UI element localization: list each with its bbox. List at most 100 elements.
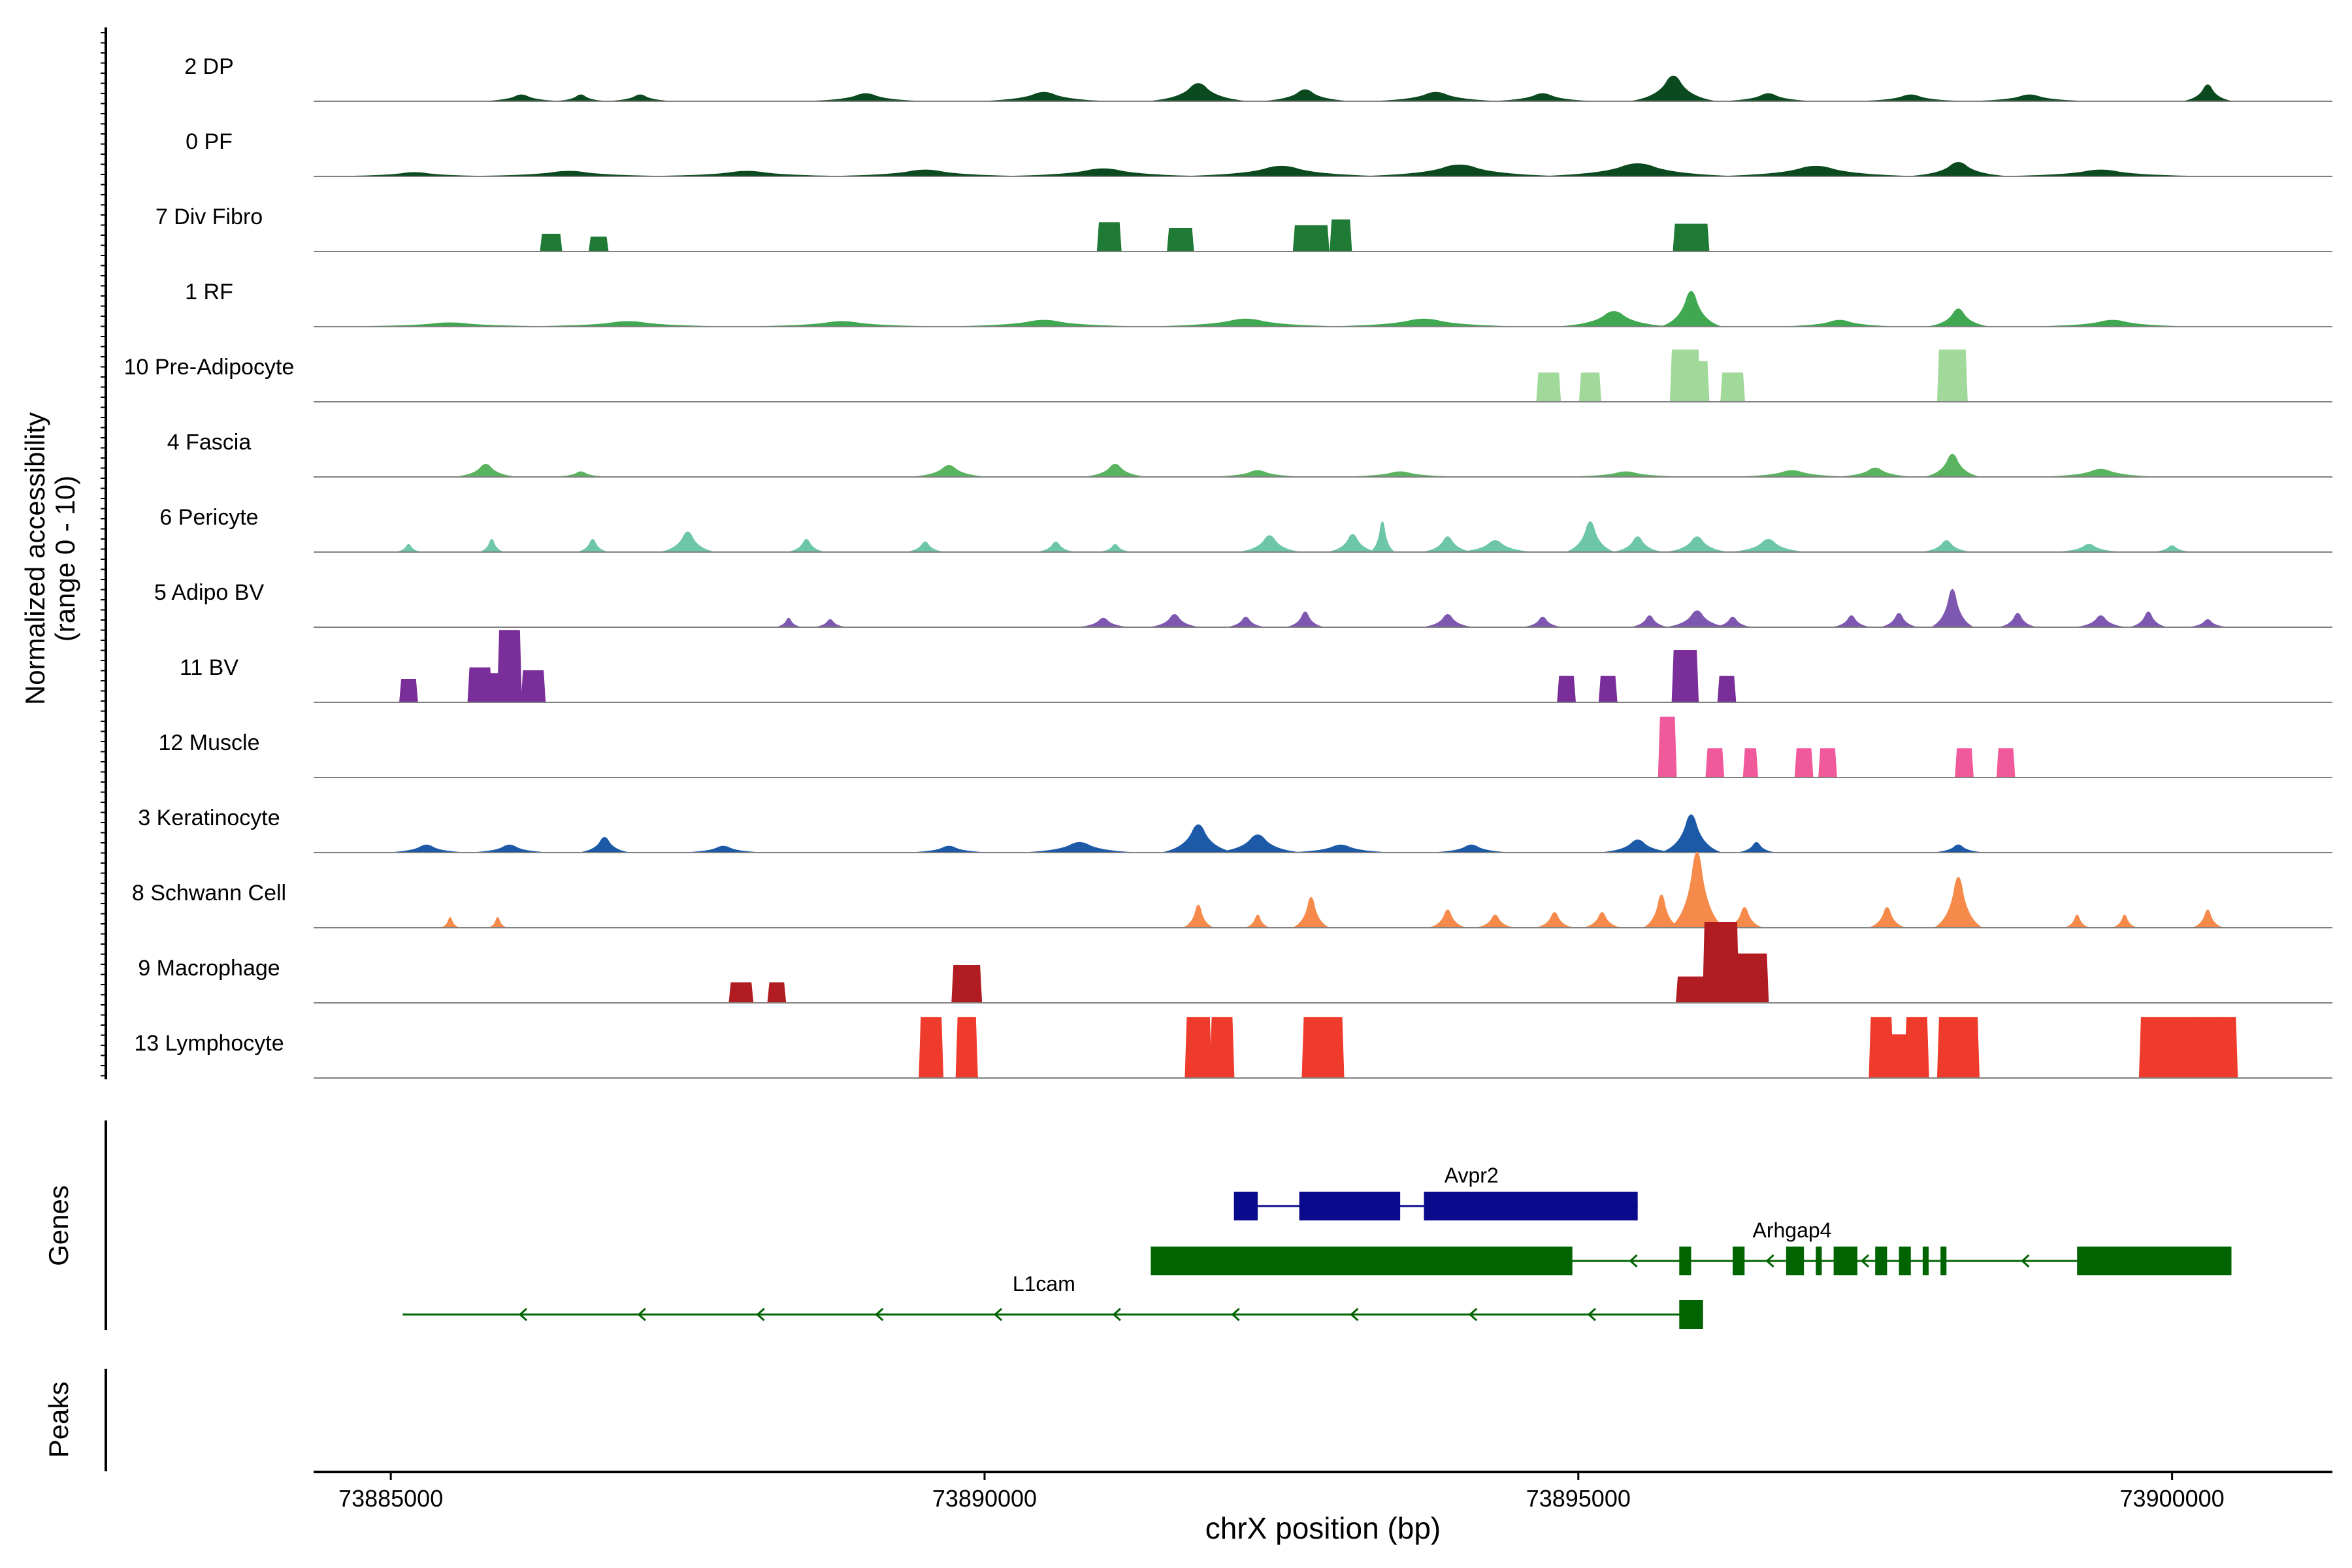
accessibility-peak bbox=[1925, 453, 1980, 478]
track-11-bv: 11 BV bbox=[180, 630, 2332, 703]
accessibility-peak bbox=[1669, 852, 1725, 928]
accessibility-peak bbox=[1742, 748, 1759, 778]
accessibility-peak bbox=[1863, 94, 1959, 102]
accessibility-peak bbox=[1933, 877, 1984, 928]
accessibility-peak bbox=[497, 630, 522, 703]
x-tick-label: 73895000 bbox=[1526, 1485, 1631, 1512]
accessibility-peak bbox=[474, 844, 546, 853]
track-7-div-fibro: 7 Div Fibro bbox=[155, 204, 2332, 252]
accessibility-peak bbox=[580, 837, 629, 853]
strand-arrow bbox=[756, 1307, 765, 1322]
accessibility-peak bbox=[812, 93, 920, 102]
accessibility-peak bbox=[1839, 467, 1911, 478]
accessibility-peak bbox=[1228, 616, 1264, 628]
accessibility-peak bbox=[2065, 915, 2089, 928]
strand-arrow bbox=[1350, 1307, 1359, 1322]
accessibility-peak bbox=[1216, 470, 1299, 478]
accessibility-peak bbox=[610, 94, 670, 102]
accessibility-peak bbox=[540, 233, 563, 252]
accessibility-peak bbox=[1100, 544, 1130, 553]
track-label: 0 PF bbox=[186, 129, 233, 154]
accessibility-peak bbox=[1364, 164, 1555, 177]
accessibility-peak bbox=[391, 844, 463, 853]
accessibility-peak bbox=[1614, 536, 1662, 553]
accessibility-peak bbox=[1584, 912, 1620, 928]
gene-exon bbox=[1875, 1247, 1887, 1275]
accessibility-peak bbox=[1477, 915, 1513, 928]
track-0-pf: 0 PF bbox=[186, 129, 2332, 177]
accessibility-peak bbox=[2047, 468, 2155, 478]
strand-arrow bbox=[1860, 1254, 1870, 1268]
accessibility-peak bbox=[984, 91, 1103, 102]
accessibility-peak bbox=[1673, 223, 1710, 252]
strand-arrow bbox=[1231, 1307, 1240, 1322]
gene-exon bbox=[1679, 1247, 1691, 1275]
accessibility-peak bbox=[557, 94, 605, 102]
gene-exon bbox=[2077, 1247, 2232, 1275]
accessibility-peak bbox=[1537, 912, 1573, 928]
accessibility-peak bbox=[1904, 1017, 1929, 1079]
accessibility-peak bbox=[1881, 613, 1917, 628]
track-label: 13 Lymphocyte bbox=[134, 1031, 284, 1056]
accessibility-peak bbox=[1524, 616, 1561, 628]
genes-label: Genes bbox=[43, 1185, 74, 1266]
accessibility-peak bbox=[1037, 541, 1074, 553]
x-axis: 73885000 73890000 73895000 73900000 chrX po… bbox=[314, 1471, 2332, 1545]
accessibility-peak bbox=[1183, 904, 1214, 928]
accessibility-peak bbox=[907, 541, 943, 553]
accessibility-peak bbox=[1631, 615, 1668, 628]
accessibility-peak bbox=[1931, 589, 1974, 628]
accessibility-peak bbox=[2112, 915, 2137, 928]
accessibility-peak bbox=[1955, 748, 1974, 778]
accessibility-peak bbox=[1184, 1017, 1212, 1079]
accessibility-peak bbox=[1369, 521, 1396, 553]
gene-exon bbox=[1786, 1247, 1805, 1275]
track-label: 8 Schwann Cell bbox=[132, 881, 286, 906]
accessibility-peak bbox=[2077, 615, 2125, 628]
accessibility-peak bbox=[480, 539, 504, 553]
accessibility-peak bbox=[913, 465, 985, 478]
accessibility-peak bbox=[1996, 748, 2016, 778]
x-tick-label: 73900000 bbox=[2120, 1485, 2225, 1512]
accessibility-peak bbox=[1936, 350, 1968, 402]
peaks-label: Peaks bbox=[43, 1382, 74, 1458]
accessibility-peak bbox=[1293, 844, 1389, 853]
accessibility-peak bbox=[1264, 89, 1347, 102]
accessibility-peak bbox=[1598, 676, 1618, 703]
accessibility-peak bbox=[1543, 163, 1733, 177]
track-2-dp: 2 DP bbox=[184, 54, 2332, 102]
accessibility-peak bbox=[533, 321, 724, 327]
track-label: 9 Macrophage bbox=[138, 956, 280, 981]
accessibility-peak bbox=[1661, 291, 1722, 327]
accessibility-peak bbox=[1293, 897, 1330, 928]
gene-exon bbox=[1151, 1247, 1573, 1275]
strand-arrow bbox=[875, 1307, 884, 1322]
genes-panel: Genes Avpr2 Arhgap4 L1cam bbox=[43, 1120, 2232, 1330]
y-axis bbox=[101, 27, 107, 1079]
accessibility-peak bbox=[1495, 93, 1591, 102]
track-label: 5 Adipo BV bbox=[154, 580, 265, 605]
accessibility-peak bbox=[485, 94, 557, 102]
accessibility-peak bbox=[767, 982, 787, 1004]
gene-exon bbox=[1899, 1247, 1911, 1275]
strand-arrow bbox=[993, 1307, 1003, 1322]
accessibility-peak bbox=[1151, 614, 1199, 628]
accessibility-peak bbox=[776, 617, 801, 628]
accessibility-peak bbox=[652, 171, 842, 177]
gene-l1cam: L1cam bbox=[402, 1272, 1703, 1329]
track-1-rf: 1 RF bbox=[185, 280, 2332, 327]
accessibility-peak bbox=[1566, 521, 1614, 553]
accessibility-peak bbox=[1560, 311, 1668, 327]
accessibility-peak bbox=[1720, 372, 1746, 402]
gene-exon bbox=[1424, 1192, 1638, 1220]
accessibility-peak bbox=[1209, 1017, 1235, 1079]
accessibility-tracks: 2 DP 0 PF 7 Div Fibro 1 RF 10 Pre-Adipocyte 4… bbox=[124, 54, 2332, 1079]
accessibility-peak bbox=[661, 531, 715, 553]
accessibility-peak bbox=[1162, 824, 1234, 853]
track-4-fascia: 4 Fascia bbox=[167, 430, 2332, 478]
accessibility-peak bbox=[1733, 539, 1805, 553]
accessibility-peak bbox=[397, 544, 421, 553]
accessibility-peak bbox=[441, 917, 459, 928]
strand-arrow bbox=[1112, 1307, 1121, 1322]
